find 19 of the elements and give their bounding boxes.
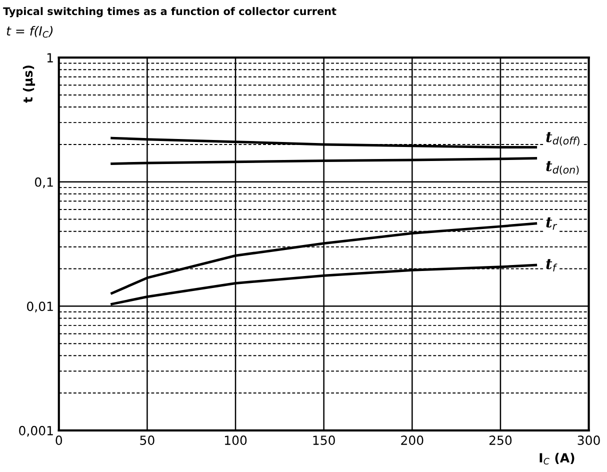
chart-subtitle: t = f(I$_{C}$) xyxy=(6,26,53,38)
y-axis-title: t (µs) xyxy=(22,66,36,103)
x-tick-label: 50 xyxy=(140,436,154,445)
series-label: t$_{d(off)}$ xyxy=(546,132,580,146)
x-tick-label: 0 xyxy=(56,436,62,445)
series-label: t$_{r}$ xyxy=(546,217,558,230)
x-axis-title: I$_{C}$ (A) xyxy=(540,452,574,464)
x-tick-label: 100 xyxy=(224,436,247,445)
chart-title: Typical switching times as a function of collector current xyxy=(3,7,336,18)
x-tick-label: 150 xyxy=(313,436,335,445)
series-label: t$_{f}$ xyxy=(546,259,558,272)
y-tick-label: 0,01 xyxy=(27,302,53,312)
x-tick-label: 300 xyxy=(578,436,600,445)
y-tick-label: 0,001 xyxy=(19,426,53,437)
x-tick-label: 250 xyxy=(489,436,512,445)
y-tick-label: 0,1 xyxy=(34,177,53,188)
y-tick-label: 1 xyxy=(47,53,53,62)
x-tick-label: 200 xyxy=(401,436,424,445)
series-label: t$_{d(on)}$ xyxy=(546,161,579,175)
